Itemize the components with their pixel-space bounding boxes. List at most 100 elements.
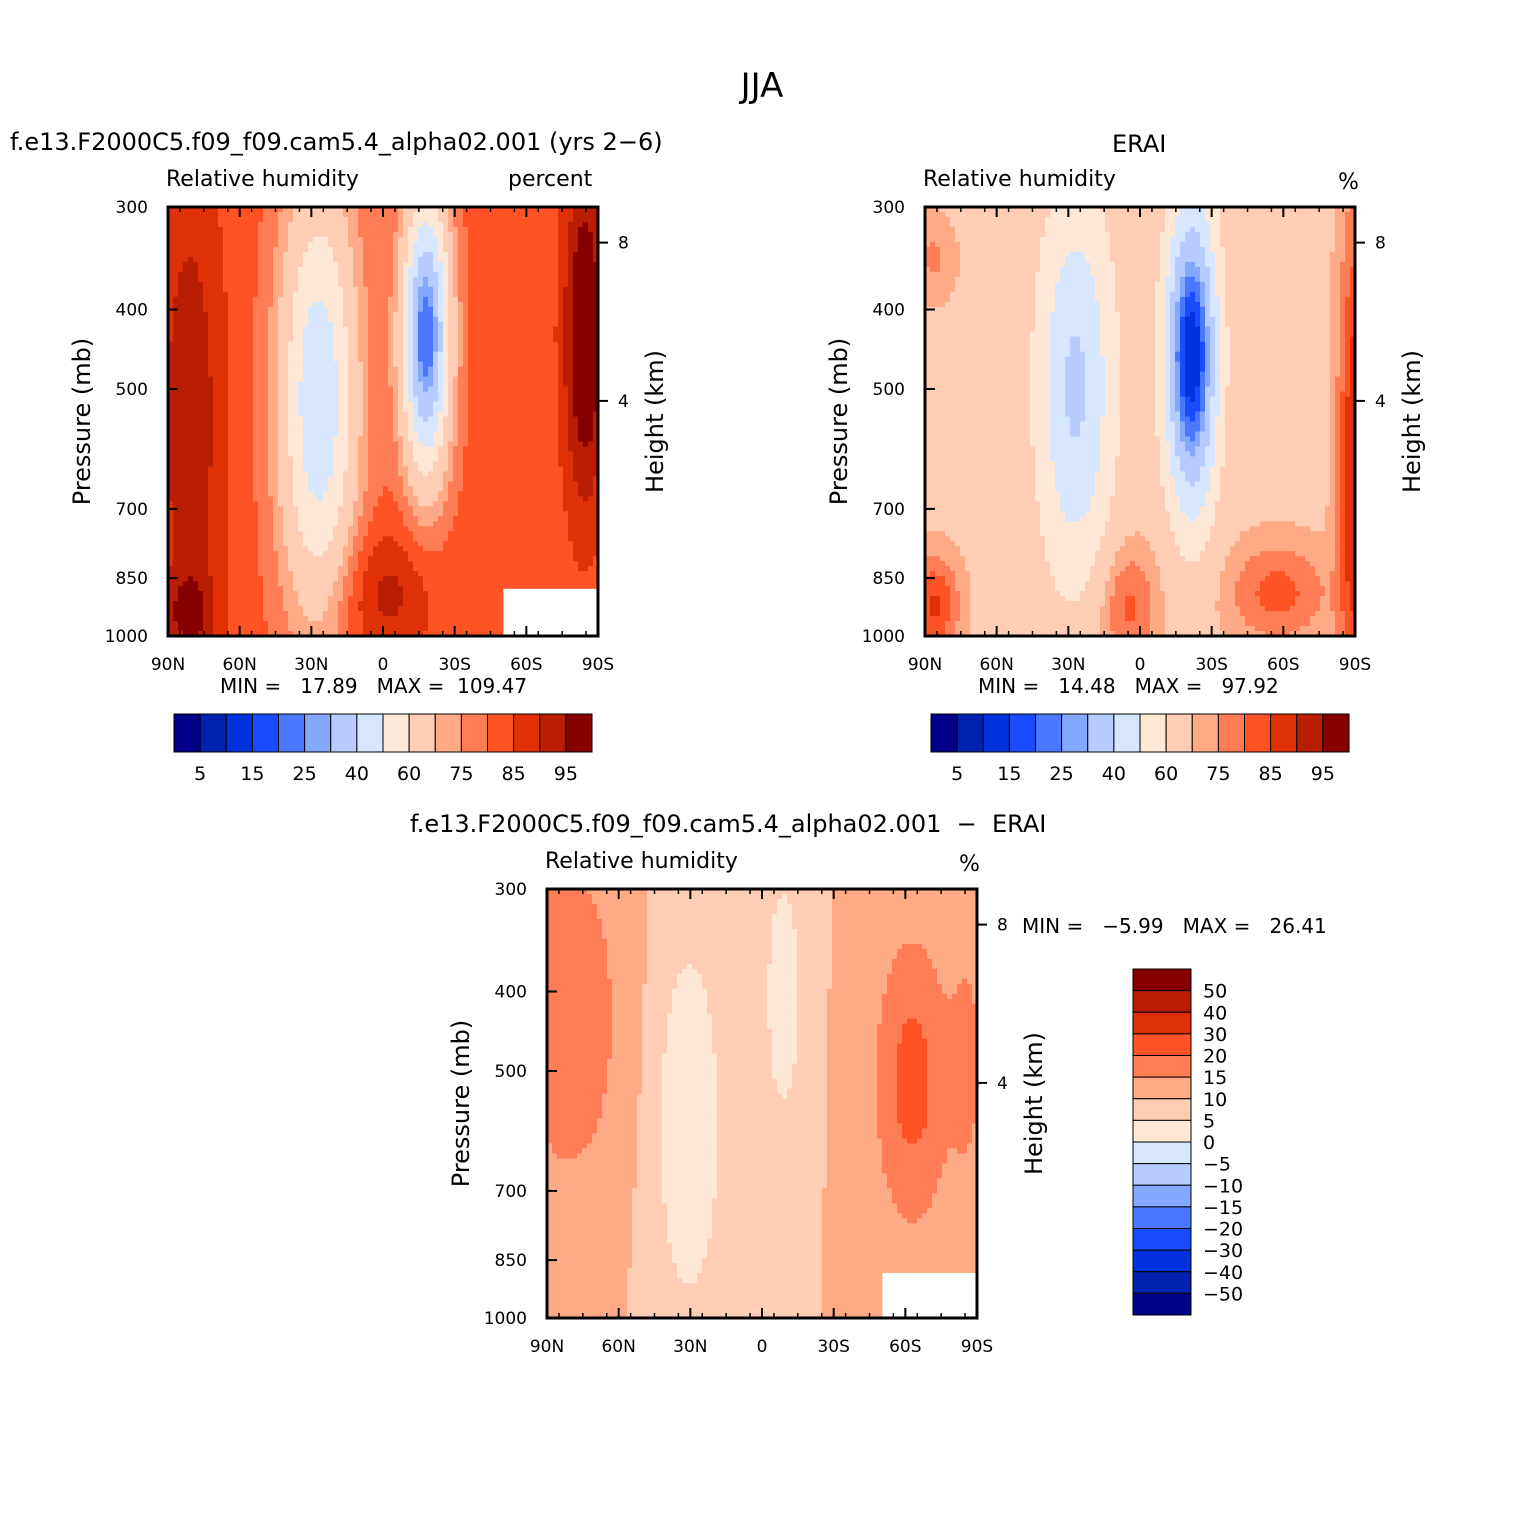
contour-cell: [333, 312, 339, 318]
contour-cell: [283, 501, 289, 507]
contour-cell: [448, 387, 454, 393]
contour-cell: [303, 471, 309, 477]
contour-cell: [233, 536, 239, 542]
contour-cell: [323, 307, 329, 313]
contour-cell: [413, 546, 419, 552]
contour-cell: [383, 307, 389, 313]
contour-cell: [238, 382, 244, 388]
contour-cell: [313, 387, 319, 393]
contour-cell: [318, 556, 324, 562]
contour-cell: [233, 307, 239, 313]
contour-cell: [408, 481, 414, 487]
contour-cell: [238, 481, 244, 487]
contour-cell: [403, 322, 409, 328]
contour-cell: [393, 417, 399, 423]
contour-cell: [433, 576, 439, 582]
contour-cell: [343, 606, 349, 612]
contour-cell: [378, 242, 384, 248]
contour-cell: [178, 476, 184, 482]
contour-cell: [288, 402, 294, 408]
contour-cell: [223, 312, 229, 318]
contour-cell: [408, 581, 414, 587]
contour-cell: [343, 546, 349, 552]
contour-cell: [248, 496, 254, 502]
contour-cell: [208, 516, 214, 522]
contour-cell: [393, 611, 399, 617]
contour-cell: [313, 277, 319, 283]
contour-cell: [388, 481, 394, 487]
contour-cell: [398, 267, 404, 273]
contour-cell: [263, 347, 269, 353]
contour-cell: [248, 486, 254, 492]
contour-cell: [273, 262, 279, 268]
contour-cell: [258, 556, 264, 562]
contour-cell: [223, 372, 229, 378]
contour-cell: [188, 476, 194, 482]
contour-cell: [393, 252, 399, 258]
contour-cell: [438, 626, 444, 632]
contour-cell: [228, 491, 234, 497]
contour-cell: [318, 456, 324, 462]
contour-cell: [218, 586, 224, 592]
contour-cell: [248, 232, 254, 238]
contour-cell: [328, 402, 334, 408]
contour-cell: [363, 501, 369, 507]
contour-cell: [363, 362, 369, 368]
contour-cell: [303, 561, 309, 567]
contour-cell: [198, 287, 204, 293]
contour-cell: [398, 591, 404, 597]
contour-cell: [223, 476, 229, 482]
contour-cell: [433, 342, 439, 348]
contour-cell: [188, 431, 194, 437]
contour-cell: [403, 397, 409, 403]
contour-cell: [393, 591, 399, 597]
contour-cell: [333, 247, 339, 253]
contour-cell: [203, 456, 209, 462]
contour-cell: [393, 426, 399, 432]
contour-cell: [333, 397, 339, 403]
contour-cell: [388, 446, 394, 452]
contour-cell: [448, 531, 454, 537]
contour-cell: [243, 327, 249, 333]
contour-cell: [178, 461, 184, 467]
contour-cell: [253, 531, 259, 537]
contour-cell: [273, 481, 279, 487]
contour-cell: [268, 407, 274, 413]
contour-cell: [388, 606, 394, 612]
contour-cell: [368, 481, 374, 487]
contour-cell: [278, 521, 284, 527]
contour-cell: [173, 431, 179, 437]
contour-cell: [243, 352, 249, 358]
contour-cell: [238, 526, 244, 532]
contour-cell: [423, 317, 429, 323]
contour-cell: [228, 267, 234, 273]
contour-cell: [193, 417, 199, 423]
contour-cell: [333, 461, 339, 467]
contour-cell: [398, 387, 404, 393]
contour-cell: [433, 247, 439, 253]
contour-cell: [278, 556, 284, 562]
contour-cell: [318, 232, 324, 238]
contour-cell: [193, 591, 199, 597]
contour-cell: [213, 466, 219, 472]
contour-cell: [383, 576, 389, 582]
contour-cell: [388, 611, 394, 617]
contour-cell: [348, 481, 354, 487]
contour-cell: [418, 461, 424, 467]
contour-cell: [433, 516, 439, 522]
contour-cell: [363, 536, 369, 542]
contour-cell: [418, 232, 424, 238]
contour-cell: [238, 531, 244, 537]
contour-cell: [418, 257, 424, 263]
contour-cell: [383, 441, 389, 447]
contour-cell: [228, 422, 234, 428]
contour-cell: [188, 212, 194, 218]
contour-cell: [358, 417, 364, 423]
contour-cell: [423, 302, 429, 308]
contour-cell: [268, 347, 274, 353]
contour-cell: [228, 571, 234, 577]
contour-cell: [403, 426, 409, 432]
contour-cell: [298, 297, 304, 303]
contour-cell: [273, 491, 279, 497]
contour-cell: [218, 377, 224, 383]
